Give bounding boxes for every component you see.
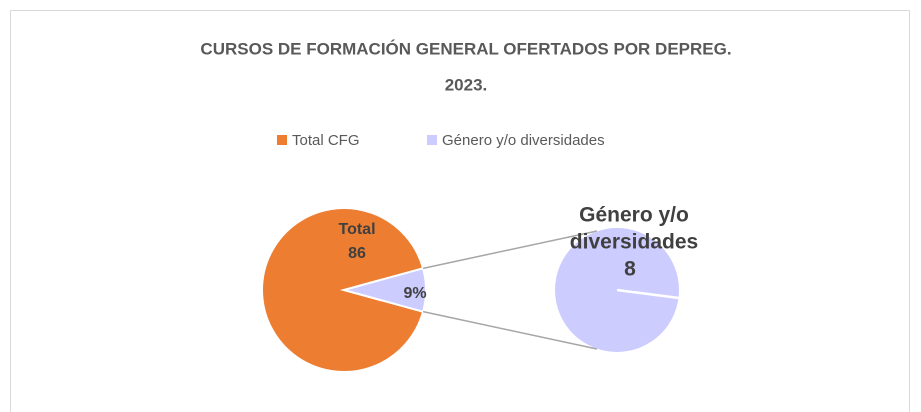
data-label: 8: [624, 258, 636, 281]
slice-border: [616, 288, 680, 300]
chart-title: CURSOS DE FORMACIÓN GENERAL OFERTADOS PO…: [200, 39, 731, 58]
data-label: 9%: [403, 285, 426, 302]
data-label: diversidades: [570, 231, 698, 254]
connector-line: [422, 230, 598, 270]
data-label: Género y/o: [579, 204, 689, 227]
legend-swatch: [277, 135, 287, 145]
legend-label: Total CFG: [292, 132, 360, 149]
data-label: 86: [348, 245, 366, 262]
chart-title: 2023.: [445, 75, 488, 94]
legend-swatch: [427, 135, 437, 145]
data-label: Total: [338, 221, 375, 238]
chart-frame: [10, 10, 910, 412]
legend-label: Género y/o diversidades: [442, 132, 605, 149]
connector-line: [422, 310, 598, 350]
